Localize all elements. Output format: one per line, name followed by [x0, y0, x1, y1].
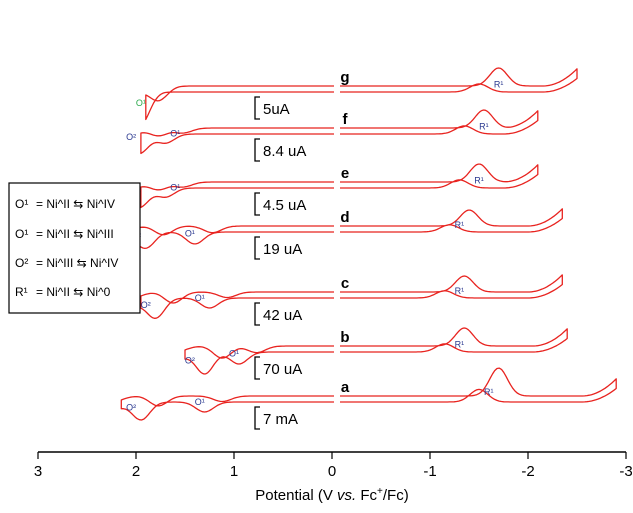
trace-d	[130, 208, 563, 250]
legend-entry: R¹ = Ni^II ⇆ Ni^0	[15, 285, 111, 299]
legend-entry-equation: = Ni^II ⇆ Ni^III	[36, 227, 114, 241]
legend-entry-label: O¹	[15, 227, 28, 241]
peak-label: R¹	[474, 176, 484, 186]
legend-entry: O² = Ni^III ⇆ Ni^IV	[15, 256, 118, 270]
trace-gap	[334, 342, 340, 358]
legend-entry-label: R¹	[15, 285, 28, 299]
peak-label: R¹	[494, 80, 504, 90]
legend: O¹ = Ni^II ⇆ Ni^IV O¹ = Ni^II ⇆ Ni^III O² = N…	[8, 182, 141, 314]
trace-label-e: e	[341, 165, 349, 182]
trace-label-g: g	[340, 69, 349, 86]
scale-label-b: 70 uA	[263, 361, 302, 378]
trace-label-d: d	[340, 209, 349, 226]
peak-label: O²	[126, 403, 136, 413]
legend-entry-equation: = Ni^III ⇆ Ni^IV	[36, 256, 118, 270]
x-axis: 3 2 1 0 -1 -2 -3 Potential (V vs. Fc+/Fc)	[34, 451, 633, 504]
peak-label: R¹	[479, 122, 489, 132]
peak-label: O¹	[195, 293, 205, 303]
x-tick-label: -1	[423, 463, 436, 480]
traces-layer	[120, 67, 617, 421]
x-axis-title: Potential (V vs. Fc+/Fc)	[255, 486, 408, 504]
legend-entry-label: O²	[15, 256, 28, 270]
x-tick-label: -2	[521, 463, 534, 480]
scale-label-g: 5uA	[263, 101, 290, 118]
trace-e	[140, 163, 539, 209]
peak-label: R¹	[484, 387, 494, 397]
trace-label-b: b	[340, 329, 349, 346]
legend-entry: O¹ = Ni^II ⇆ Ni^IV	[15, 197, 115, 211]
peak-label: R¹	[455, 340, 465, 350]
x-tick-label: -3	[619, 463, 632, 480]
scale-label-f: 8.4 uA	[263, 143, 306, 160]
legend-entry-equation: = Ni^II ⇆ Ni^IV	[36, 197, 115, 211]
legend-entry: O¹ = Ni^II ⇆ Ni^III	[15, 227, 114, 241]
trace-labels-layer: g f e d c b a	[340, 69, 349, 396]
scale-bar-c	[254, 302, 260, 326]
peak-label: R¹	[455, 220, 465, 230]
peak-label: O¹	[229, 348, 239, 358]
trace-a	[120, 367, 617, 421]
scale-bar-f	[254, 138, 260, 162]
trace-b	[184, 327, 568, 375]
legend-entry-label: O¹	[15, 197, 28, 211]
peak-labels-layer: O¹R¹O²O¹R¹O²O¹R¹O²O¹R¹O²O¹R¹O²O¹R¹O²O¹R¹	[126, 80, 503, 413]
trace-gap	[334, 124, 340, 140]
trace-label-a: a	[341, 379, 350, 396]
trace-g	[145, 67, 578, 121]
scale-bar-a	[254, 406, 260, 430]
scale-bars-layer: 5uA 8.4 uA 4.5 uA 19 uA 42 uA 70 uA 7 mA	[254, 96, 306, 430]
peak-label: O¹	[170, 182, 180, 192]
scale-label-a: 7 mA	[263, 411, 298, 428]
trace-gap	[334, 288, 340, 304]
peak-label: O¹	[195, 397, 205, 407]
peak-label: O¹	[136, 98, 146, 108]
trace-c	[140, 274, 563, 319]
trace-gap	[334, 392, 340, 408]
scale-bar-d	[254, 236, 260, 260]
peak-label: O²	[141, 300, 151, 310]
scale-bar-g	[254, 96, 260, 120]
scale-label-c: 42 uA	[263, 307, 302, 324]
scale-bar-e	[254, 192, 260, 216]
x-tick-label: 2	[132, 463, 140, 480]
peak-label: O¹	[170, 128, 180, 138]
legend-entry-equation: = Ni^II ⇆ Ni^0	[36, 285, 111, 299]
trace-gap	[334, 178, 340, 194]
trace-label-c: c	[341, 275, 349, 292]
peak-label: R¹	[455, 286, 465, 296]
trace-gap	[334, 82, 340, 98]
x-tick-label: 1	[230, 463, 238, 480]
peak-label: O²	[126, 132, 136, 142]
scale-label-e: 4.5 uA	[263, 197, 306, 214]
x-tick-label: 3	[34, 463, 42, 480]
peak-label: O¹	[185, 228, 195, 238]
scale-label-d: 19 uA	[263, 241, 302, 258]
peak-label: O²	[185, 355, 195, 365]
trace-f	[140, 109, 539, 155]
trace-label-f: f	[343, 111, 349, 128]
scale-bar-b	[254, 356, 260, 380]
x-tick-label: 0	[328, 463, 336, 480]
trace-gap	[334, 222, 340, 238]
legend-box	[8, 182, 141, 314]
